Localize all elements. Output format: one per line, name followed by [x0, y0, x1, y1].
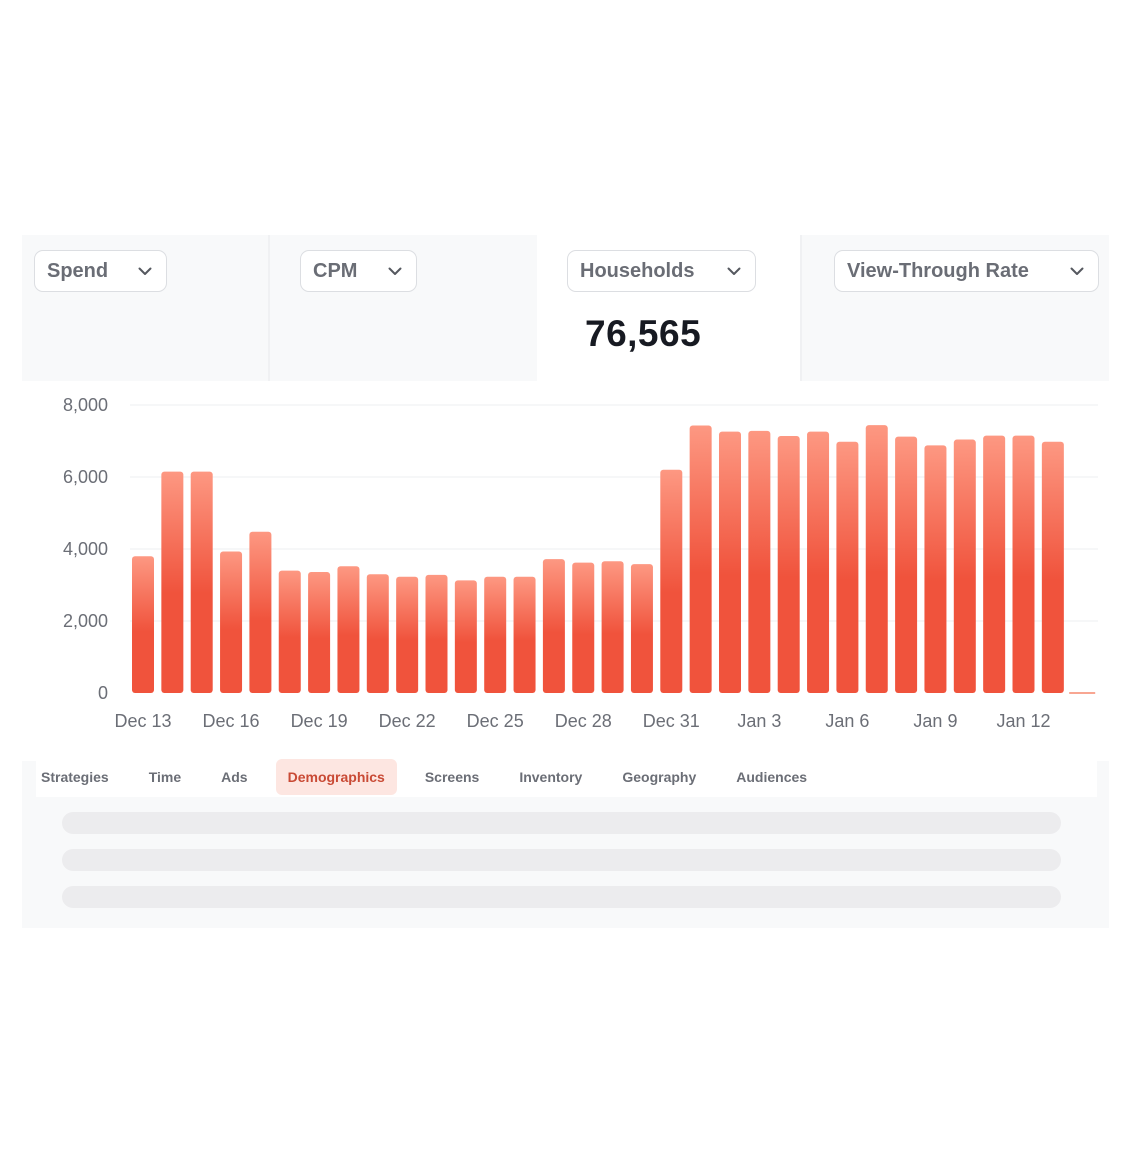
metric-value-households: 76,565 [585, 313, 702, 354]
bar-jan-5[interactable] [807, 431, 830, 693]
bar-dec-27[interactable] [542, 559, 565, 693]
bar-jan-1[interactable] [689, 425, 712, 693]
y-tick-label: 8,000 [63, 395, 108, 415]
bar-jan-9[interactable] [924, 445, 947, 693]
bar-dec-25[interactable] [484, 576, 507, 693]
x-tick-label: Dec 22 [379, 711, 436, 731]
metric-select-label: CPM [313, 259, 358, 282]
y-tick-label: 0 [98, 683, 108, 703]
x-axis: Dec 13 Dec 16 Dec 19 Dec 22 Dec 25 Dec 28 Dec … [114, 711, 1050, 731]
metric-card-view-through-rate[interactable]: View-Through Rate [802, 235, 1109, 381]
chart-bars [132, 425, 1096, 694]
bar-dec-24[interactable] [454, 580, 477, 693]
bar-jan-6[interactable] [836, 441, 859, 693]
tab-strategies[interactable]: Strategies [41, 769, 109, 785]
bar-jan-7[interactable] [865, 425, 888, 693]
bar-dec-15[interactable] [190, 471, 213, 693]
metric-select-households[interactable]: Households [567, 250, 756, 292]
bar-dec-16[interactable] [220, 551, 243, 693]
households-dashboard: Spend CPM Households 76,565 View-Through… [22, 235, 1109, 928]
y-axis: 0 2,000 4,000 6,000 8,000 [63, 395, 108, 703]
y-tick-label: 4,000 [63, 539, 108, 559]
metric-select-label: View-Through Rate [847, 259, 1029, 282]
x-tick-label: Dec 13 [114, 711, 171, 731]
tab-ads[interactable]: Ads [221, 769, 248, 785]
bar-dec-13[interactable] [132, 556, 154, 693]
metric-cards: Spend CPM Households 76,565 View-Through… [22, 235, 1109, 381]
metric-card-households[interactable]: Households 76,565 [537, 235, 800, 381]
bar-dec-21[interactable] [366, 574, 389, 693]
metric-divider [268, 235, 270, 381]
bar-dec-20[interactable] [337, 566, 360, 693]
tab-geography[interactable]: Geography [622, 769, 697, 785]
metric-select-view-through-rate[interactable]: View-Through Rate [834, 250, 1099, 292]
x-tick-label: Dec 31 [643, 711, 700, 731]
bar-dec-14[interactable] [161, 471, 184, 693]
metric-select-label: Spend [47, 259, 109, 282]
bar-dec-17[interactable] [249, 531, 272, 693]
bar-jan-3[interactable] [748, 430, 771, 693]
tab-audiences[interactable]: Audiences [736, 769, 808, 785]
households-bar-chart: 0 2,000 4,000 6,000 8,000 Dec 13 Dec 16 Dec 19… [63, 395, 1098, 731]
x-tick-label: Dec 19 [291, 711, 348, 731]
loading-skeleton-row [62, 886, 1061, 908]
households-chart-panel: 0 2,000 4,000 6,000 8,000 Dec 13 Dec 16 Dec 19… [22, 381, 1109, 761]
bar-dec-22[interactable] [396, 576, 419, 693]
x-tick-label: Jan 9 [913, 711, 957, 731]
bar-dec-28[interactable] [572, 562, 595, 693]
tab-demographics[interactable]: Demographics [275, 759, 397, 795]
bar-jan-8[interactable] [895, 436, 918, 693]
chevron-down-icon [388, 267, 402, 275]
metric-select-cpm[interactable]: CPM [300, 250, 417, 292]
bar-jan-11[interactable] [983, 435, 1006, 693]
loading-skeleton-row [62, 812, 1061, 834]
chevron-down-icon [1070, 267, 1084, 275]
y-tick-label: 2,000 [63, 611, 108, 631]
metric-card-spend[interactable]: Spend [22, 235, 268, 381]
tab-inventory[interactable]: Inventory [519, 769, 583, 785]
bar-jan-10[interactable] [953, 439, 976, 693]
metric-select-spend[interactable]: Spend [34, 250, 167, 292]
x-tick-label: Dec 16 [203, 711, 260, 731]
x-tick-label: Jan 6 [825, 711, 869, 731]
bar-dec-19[interactable] [308, 572, 331, 693]
loading-skeleton-row [62, 849, 1061, 871]
metric-select-label: Households [580, 259, 695, 282]
metric-divider [800, 235, 802, 381]
metric-card-cpm[interactable]: CPM [270, 235, 537, 381]
bar-jan-13[interactable] [1041, 441, 1064, 693]
x-tick-label: Jan 3 [737, 711, 781, 731]
bar-jan-12[interactable] [1012, 435, 1035, 693]
bar-dec-18[interactable] [278, 570, 301, 693]
chevron-down-icon [727, 267, 741, 275]
x-tick-label: Dec 25 [467, 711, 524, 731]
x-tick-label: Jan 12 [996, 711, 1050, 731]
bar-dec-23[interactable] [425, 574, 448, 693]
bar-jan-2[interactable] [719, 431, 741, 693]
bar-dec-26[interactable] [513, 576, 536, 693]
tab-time[interactable]: Time [148, 769, 182, 785]
x-tick-label: Dec 28 [555, 711, 612, 731]
bar-dec-30[interactable] [630, 564, 653, 693]
bar-dec-29[interactable] [601, 561, 624, 693]
bar-jan-4[interactable] [777, 435, 800, 693]
tab-screens[interactable]: Screens [424, 769, 480, 785]
y-tick-label: 6,000 [63, 467, 108, 487]
chevron-down-icon [138, 267, 152, 275]
bar-dec-31[interactable] [660, 469, 683, 693]
breakdown-tabs: Strategies Time Ads Demographics Screens Inve… [36, 757, 1097, 797]
